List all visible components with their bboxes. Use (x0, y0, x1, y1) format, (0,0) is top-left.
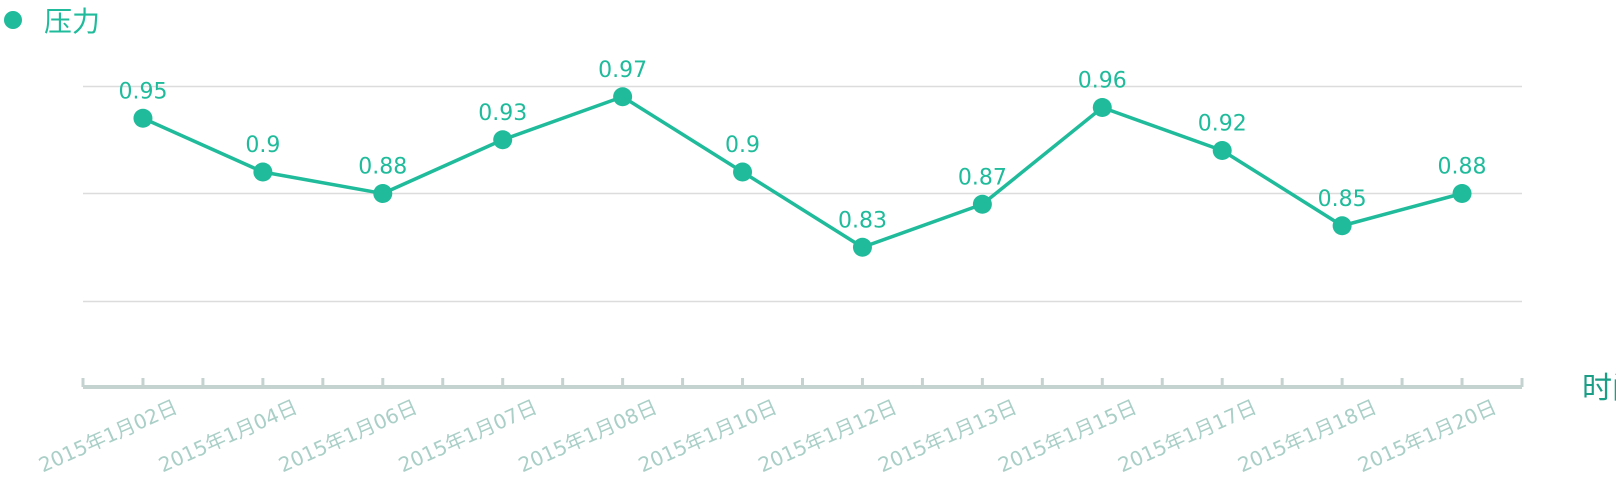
data-point (1092, 98, 1112, 117)
data-points (133, 87, 1472, 257)
data-label: 0.95 (118, 79, 167, 104)
data-point (1452, 184, 1472, 203)
x-axis (81, 378, 1524, 389)
data-point (1332, 216, 1352, 236)
series-line (142, 95, 1463, 249)
legend[interactable]: 压力 (4, 4, 100, 38)
data-point (493, 130, 513, 150)
data-point (1212, 141, 1232, 160)
data-label: 0.85 (1318, 187, 1367, 212)
data-point (852, 237, 872, 257)
data-point (253, 162, 273, 182)
legend-label: 压力 (44, 5, 101, 38)
data-labels: 0.95 0.9 0.88 0.93 0.97 0.9 0.83 0.87 0.96 0.92 0.… (118, 58, 1486, 234)
data-point (133, 108, 153, 128)
data-label: 0.87 (958, 165, 1007, 190)
x-tick-label: 2015年1月20日 (1354, 395, 1500, 478)
x-tick-labels: 2015年1月02日2015年1月04日2015年1月06日2015年1月07日… (35, 395, 1500, 478)
gridlines (83, 85, 1522, 303)
data-label: 0.9 (725, 133, 760, 158)
data-label: 0.93 (478, 101, 527, 126)
data-label: 0.88 (358, 155, 407, 180)
series-line-group (142, 95, 1463, 249)
data-point (373, 184, 393, 203)
data-label: 0.97 (598, 58, 647, 83)
data-label: 0.83 (838, 208, 887, 233)
data-label: 0.9 (245, 133, 280, 158)
data-label: 0.96 (1078, 69, 1127, 94)
data-label: 0.92 (1198, 112, 1247, 137)
data-point (733, 162, 753, 182)
data-point (972, 194, 992, 214)
data-label: 0.88 (1438, 155, 1487, 180)
legend-dot-icon (4, 11, 22, 29)
x-axis-title: 时间 (1582, 371, 1616, 406)
data-point (613, 87, 633, 107)
